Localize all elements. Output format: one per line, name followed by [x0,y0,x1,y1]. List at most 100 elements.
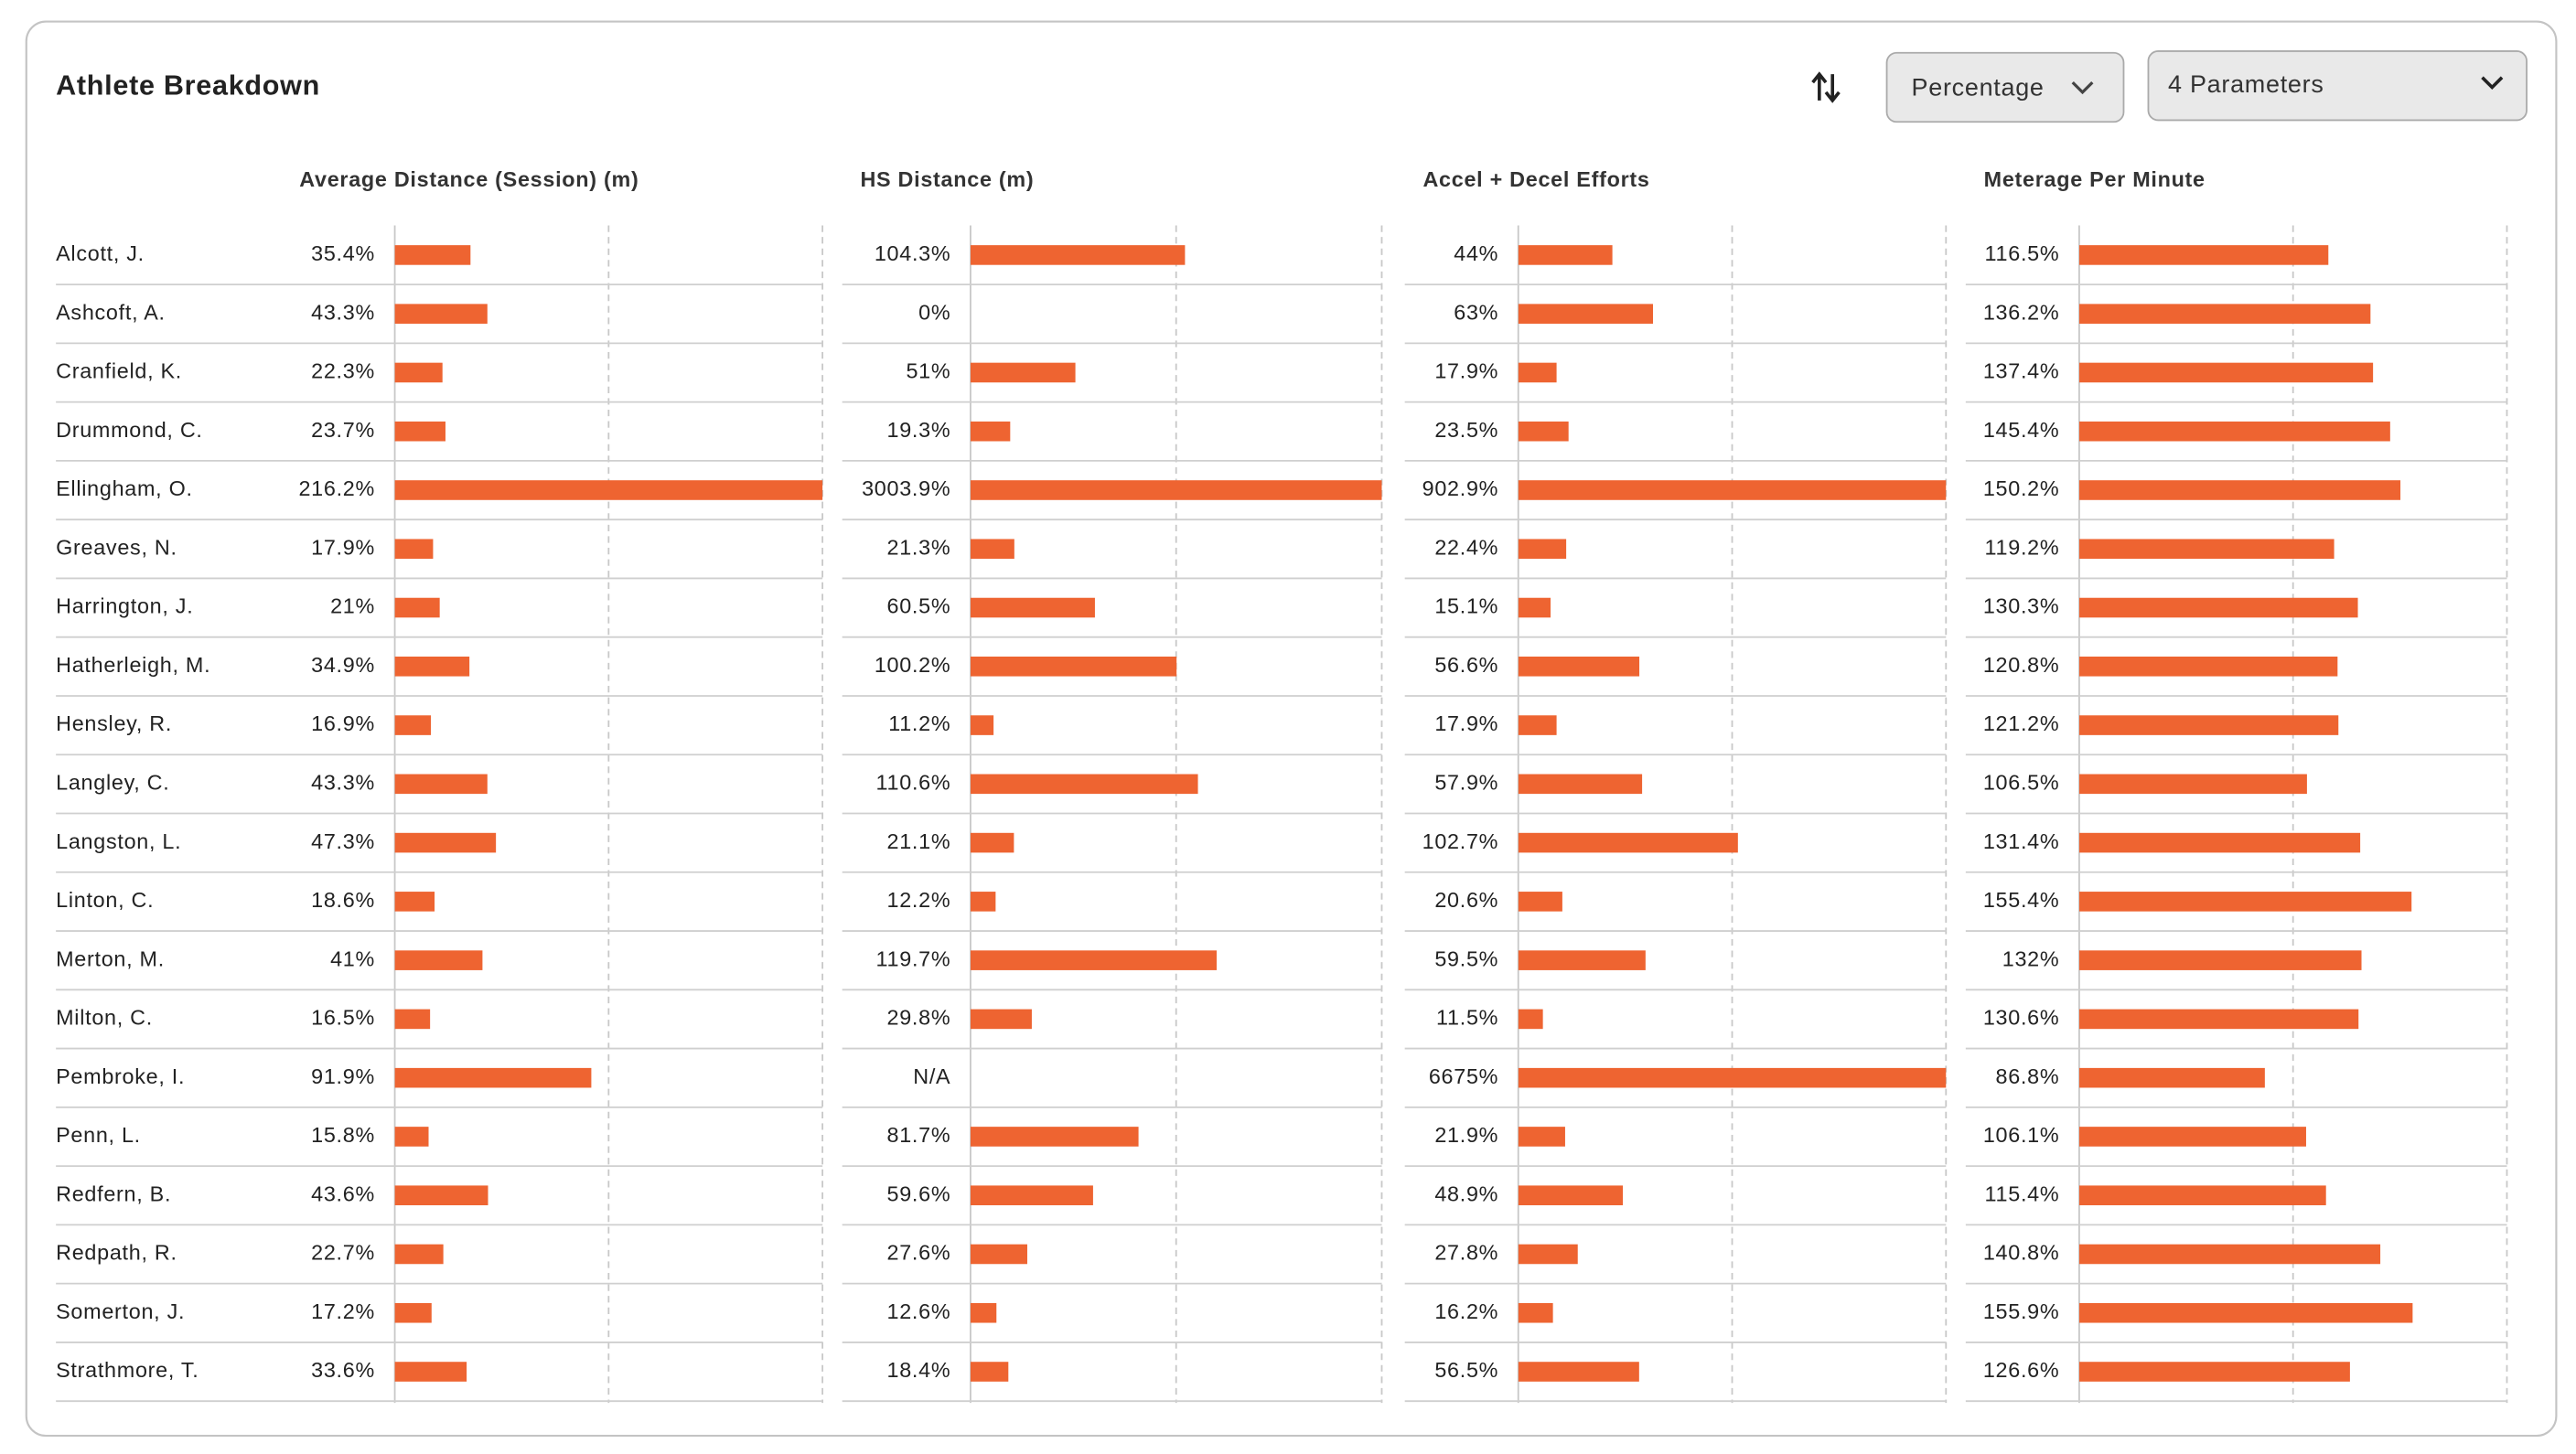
bar [394,362,443,383]
bar [394,774,488,795]
value-label: 22.3% [311,359,375,383]
bar [2078,597,2358,618]
bar [394,1127,429,1147]
bar [2078,1067,2265,1088]
value-label: 131.4% [1983,829,2060,853]
athlete-name: Milton, C. [56,1006,153,1030]
value-label: 6675% [1429,1064,1498,1088]
athlete-name: Linton, C. [56,888,154,912]
value-label: 41% [330,946,375,970]
card-title: Athlete Breakdown [56,70,320,102]
bar [1518,832,1738,853]
mode-label: Percentage [1912,73,2045,101]
bar [1518,1127,1565,1147]
bar [394,245,471,265]
bar [970,950,1218,970]
athlete-name: Cranfield, K. [56,359,182,383]
bar [1518,1302,1553,1323]
value-label: 51% [906,359,950,383]
bar [970,892,996,912]
value-label: 0% [918,300,950,324]
value-label: 3003.9% [862,476,950,500]
bar [394,539,434,560]
value-label: 130.6% [1983,1006,2060,1030]
bar [394,657,470,677]
athlete-name: Strathmore, T. [56,1358,199,1382]
value-label: 59.6% [887,1181,951,1205]
bar [1518,715,1557,735]
value-label: 34.9% [311,653,375,677]
athlete-name: Somerton, J. [56,1299,185,1323]
bar [2078,832,2361,853]
bar [2078,1302,2413,1323]
value-label: 81.7% [887,1123,951,1147]
bar [1518,774,1643,795]
bar [1518,1067,1947,1088]
value-label: 902.9% [1422,476,1499,500]
bar [970,539,1014,560]
column-header: Average Distance (Session) (m) [299,167,639,191]
bar [1518,950,1646,970]
value-label: 63% [1454,300,1498,324]
value-label: 29.8% [887,1006,951,1030]
athlete-name: Ellingham, O. [56,476,193,500]
value-label: 17.2% [311,1299,375,1323]
value-label: 137.4% [1983,359,2060,383]
bar [2078,1244,2381,1265]
sort-button[interactable] [1811,71,1841,103]
value-label: 27.8% [1434,1241,1498,1265]
value-label: 12.2% [887,888,951,912]
athlete-name: Redpath, R. [56,1241,177,1265]
value-label: 155.4% [1983,888,2060,912]
bar [1518,1009,1543,1030]
bar [394,421,445,442]
value-label: 22.4% [1434,535,1498,559]
value-label: 17.9% [311,535,375,559]
value-label: 48.9% [1434,1181,1498,1205]
mode-dropdown[interactable]: Percentage [1885,51,2125,123]
value-label: 21.1% [887,829,951,853]
bar [2078,304,2371,324]
bar [394,1067,592,1088]
bar-group [394,245,823,1382]
value-label: 145.4% [1983,418,2060,442]
value-label: 132% [2002,946,2060,970]
bar [394,715,432,735]
parameters-dropdown[interactable]: 4 Parameters [2147,50,2528,122]
value-label: 136.2% [1983,300,2060,324]
bar [970,715,994,735]
value-label: 17.9% [1434,711,1498,735]
athlete-name: Greaves, N. [56,535,177,559]
bar [2078,715,2339,735]
athlete-name: Langston, L. [56,829,181,853]
bar [2078,245,2329,265]
bar [2078,539,2334,560]
bar [394,1009,431,1030]
athlete-name: Langley, C. [56,770,169,794]
value-label: 19.3% [887,418,951,442]
value-label: 130.3% [1983,594,2060,618]
value-label: 91.9% [311,1064,375,1088]
bar [394,304,488,324]
bar [394,480,823,500]
value-label: 43.6% [311,1181,375,1205]
bar [394,1362,467,1382]
athlete-name: Alcott, J. [56,241,145,265]
bar [1518,245,1613,265]
column-header: HS Distance (m) [860,167,1034,191]
bar [970,421,1011,442]
value-label: 102.7% [1422,829,1499,853]
value-label: 43.3% [311,300,375,324]
bar [1518,1362,1639,1382]
bar [2078,774,2307,795]
bar [2078,657,2338,677]
value-label: 60.5% [887,594,951,618]
value-label: 126.6% [1983,1358,2060,1382]
value-label: 23.5% [1434,418,1498,442]
bar [1518,362,1557,383]
bar [970,1302,997,1323]
bar [970,362,1076,383]
value-label: 11.2% [888,711,950,735]
bar [394,950,483,970]
